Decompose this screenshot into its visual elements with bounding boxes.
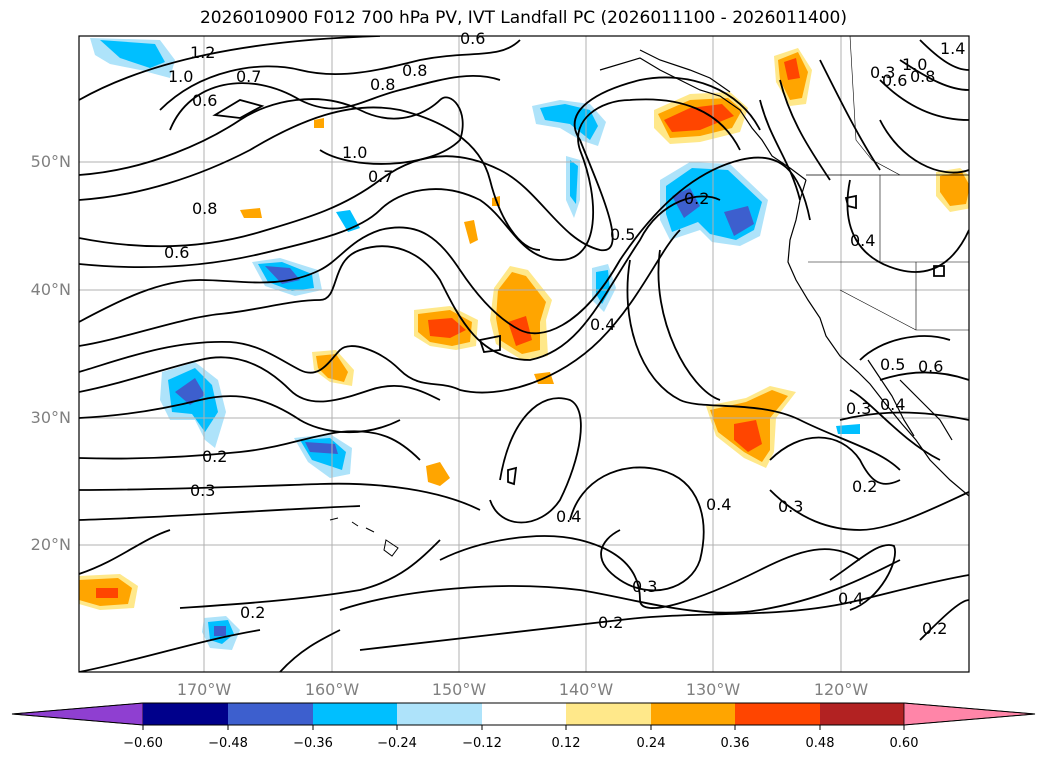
contour-label: 0.7 <box>368 167 393 186</box>
contour-label: 0.6 <box>192 91 217 110</box>
colorbar-swatch <box>143 703 228 725</box>
contour-label: 0.3 <box>778 497 803 516</box>
coastlines <box>329 36 969 557</box>
lon-label-140w: 140°W <box>558 680 614 699</box>
contour-label: 0.2 <box>240 603 265 622</box>
colorbar-swatch <box>228 703 313 725</box>
lat-label-40n: 40°N <box>30 280 71 299</box>
pos-patch-152-25 <box>426 462 450 486</box>
contour-label: 0.8 <box>910 67 935 86</box>
contour-label: 1.0 <box>168 67 193 86</box>
pos-patch-164-46 <box>240 208 262 218</box>
colorbar-swatch <box>482 703 566 725</box>
lat-label-30n: 30°N <box>30 408 71 427</box>
lon-label-170w: 170°W <box>176 680 232 699</box>
colorbar-tick-label: 0.48 <box>805 736 835 751</box>
contour-label: 0.6 <box>882 71 907 90</box>
lon-label-150w: 150°W <box>431 680 487 699</box>
colorbar-swatch <box>397 703 482 725</box>
contour-label: 0.3 <box>870 63 895 82</box>
contour-label: 0.8 <box>402 61 427 80</box>
gulf-california <box>899 379 953 441</box>
contour-label: 0.4 <box>850 231 875 250</box>
pos-patch-159-54 <box>314 118 324 128</box>
contour-label: 0.8 <box>370 75 395 94</box>
contour-label: 0.6 <box>164 243 189 262</box>
lon-label-130w: 130°W <box>685 680 741 699</box>
pos-patch-152-46 <box>464 220 478 244</box>
contour-label: 1.4 <box>940 39 965 58</box>
contour-label: 1.2 <box>190 43 215 62</box>
contour-label: 0.6 <box>918 357 943 376</box>
colorbar-swatch <box>313 703 397 725</box>
hawaii-islands <box>329 517 399 557</box>
contour-label: 0.5 <box>610 225 635 244</box>
state-border-4 <box>839 289 917 331</box>
contour-label: 0.3 <box>632 577 657 596</box>
contour-label: 0.2 <box>684 189 709 208</box>
plot-frame <box>78 35 970 673</box>
colorbar-tick-label: −0.12 <box>462 736 502 751</box>
lat-label-50n: 50°N <box>30 152 71 171</box>
contour-label: 1.0 <box>902 55 927 74</box>
neg-patch-120-29 <box>836 424 860 434</box>
colorbar-swatch <box>735 703 820 725</box>
pv-contours <box>79 36 969 672</box>
colorbar-swatch <box>566 703 651 725</box>
colorbar-tick-label: −0.48 <box>208 736 248 751</box>
colorbar-tick-label: 0.36 <box>720 736 750 751</box>
map-title: 2026010900 F012 700 hPa PV, IVT Landfall… <box>199 8 847 28</box>
contour-label: 0.6 <box>460 29 485 48</box>
baja-coast <box>867 359 915 437</box>
canada-provinces <box>849 36 901 176</box>
neg-patch-nw-core <box>100 40 165 68</box>
contour-label: 0.2 <box>202 447 227 466</box>
contour-label: 0.5 <box>880 355 905 374</box>
contour-label: 0.4 <box>880 395 905 414</box>
na-west-coast <box>787 179 969 497</box>
colorbar-extend-left <box>11 702 144 726</box>
contour-label: 0.2 <box>922 619 947 638</box>
contour-label: 1.0 <box>342 143 367 162</box>
contour-label: 0.2 <box>598 613 623 632</box>
contour-label: 0.2 <box>852 477 877 496</box>
contour-label: 0.3 <box>846 399 871 418</box>
colorbar-tick-label: −0.24 <box>377 736 417 751</box>
lon-label-160w: 160°W <box>304 680 360 699</box>
colorbar-swatch <box>651 703 735 725</box>
colorbar-tick-label: −0.60 <box>123 736 163 751</box>
contour-label: 0.7 <box>236 67 261 86</box>
contour-label: 0.8 <box>192 199 217 218</box>
colorbar-swatch <box>820 703 904 725</box>
colorbar <box>11 702 1036 730</box>
contour-label: 0.4 <box>590 315 615 334</box>
contour-label: 0.3 <box>190 481 215 500</box>
colorbar-tick-label: −0.36 <box>293 736 333 751</box>
colorbar-tick-label: 0.60 <box>889 736 919 751</box>
alaska-coast <box>599 57 807 181</box>
lon-label-120w: 120°W <box>813 680 869 699</box>
contour-label: 0.4 <box>556 507 581 526</box>
lat-label-20n: 20°N <box>30 535 71 554</box>
contour-label: 0.4 <box>706 495 731 514</box>
colorbar-tick-label: 0.12 <box>551 736 581 751</box>
colorbar-extend-right <box>903 702 1036 726</box>
colorbar-tick-label: 0.24 <box>636 736 666 751</box>
contour-labels: 1.2 1.0 0.7 0.6 0.8 0.6 0.8 1.0 0.7 0.8 … <box>164 29 965 638</box>
contour-label: 0.4 <box>838 589 863 608</box>
